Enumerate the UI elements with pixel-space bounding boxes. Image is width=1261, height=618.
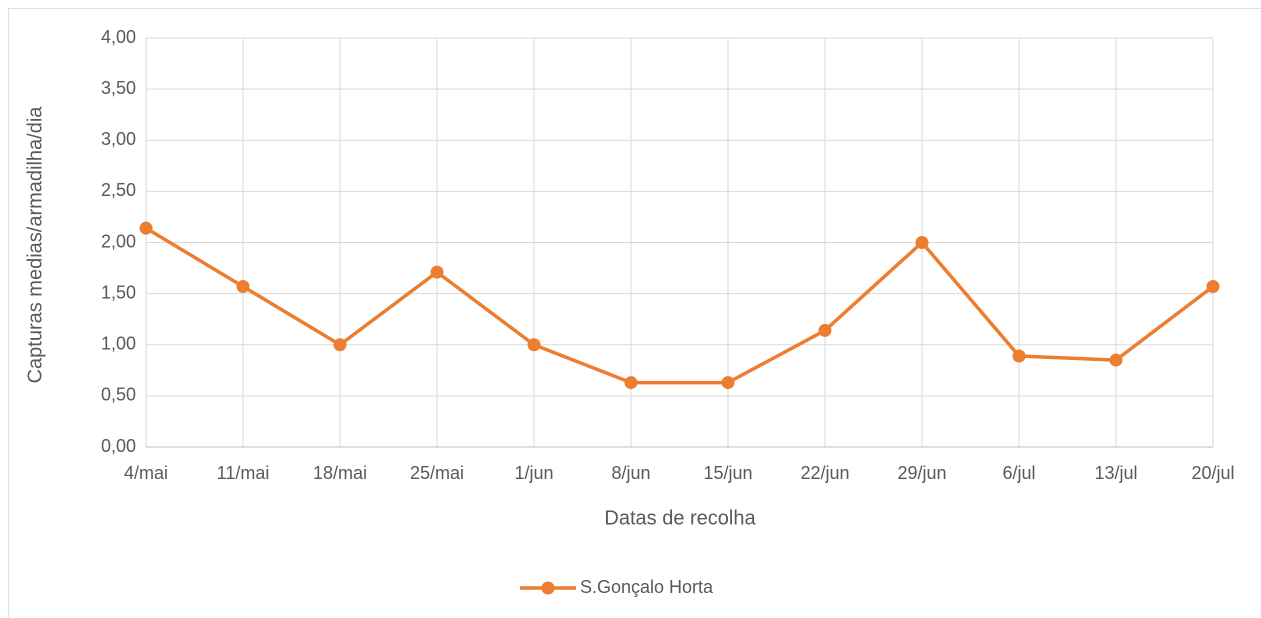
legend-label: S.Gonçalo Horta [580, 577, 714, 597]
point [236, 279, 250, 293]
x-tick-label: 4/mai [124, 463, 168, 483]
point [915, 236, 929, 249]
y-tick-label: 1,00 [101, 334, 136, 354]
y-tick-label: 1,50 [101, 282, 136, 302]
point [818, 323, 832, 337]
x-tick-label: 6/jul [1002, 463, 1035, 483]
y-tick-label: 2,00 [101, 231, 136, 251]
x-tick-label: 18/mai [313, 463, 367, 483]
x-axis-title: Datas de recolha [604, 507, 756, 529]
point [1206, 279, 1220, 293]
y-axis-title: Capturas medias/armadilha/dia [24, 106, 46, 384]
x-tick-label: 11/mai [217, 463, 270, 483]
x-tick-label: 20/jul [1191, 463, 1234, 483]
point [624, 376, 638, 390]
x-tick-label: 8/jun [611, 463, 650, 483]
y-tick-label: 3,00 [101, 129, 136, 149]
point [430, 265, 444, 279]
point [139, 221, 153, 235]
x-tick-label: 13/jul [1094, 463, 1137, 483]
x-tick-label: 29/jun [897, 463, 946, 483]
legend-marker [541, 581, 555, 595]
y-tick-label: 2,50 [101, 180, 136, 200]
line [145, 226, 1215, 385]
point [721, 376, 735, 390]
y-tick-label: 0,50 [101, 385, 136, 405]
point [333, 338, 347, 352]
point [1012, 349, 1026, 363]
x-tick-label: 25/mai [410, 463, 464, 483]
point [527, 338, 541, 352]
chart-frame [8, 8, 1261, 618]
y-tick-label: 3,50 [101, 78, 136, 98]
point [1109, 353, 1123, 367]
x-tick-label: 15/jun [703, 463, 752, 483]
x-tick-label: 1/jun [514, 463, 553, 483]
y-tick-label: 4,00 [101, 27, 136, 47]
y-tick-label: 0,00 [101, 436, 136, 456]
x-tick-label: 22/jun [800, 463, 849, 483]
